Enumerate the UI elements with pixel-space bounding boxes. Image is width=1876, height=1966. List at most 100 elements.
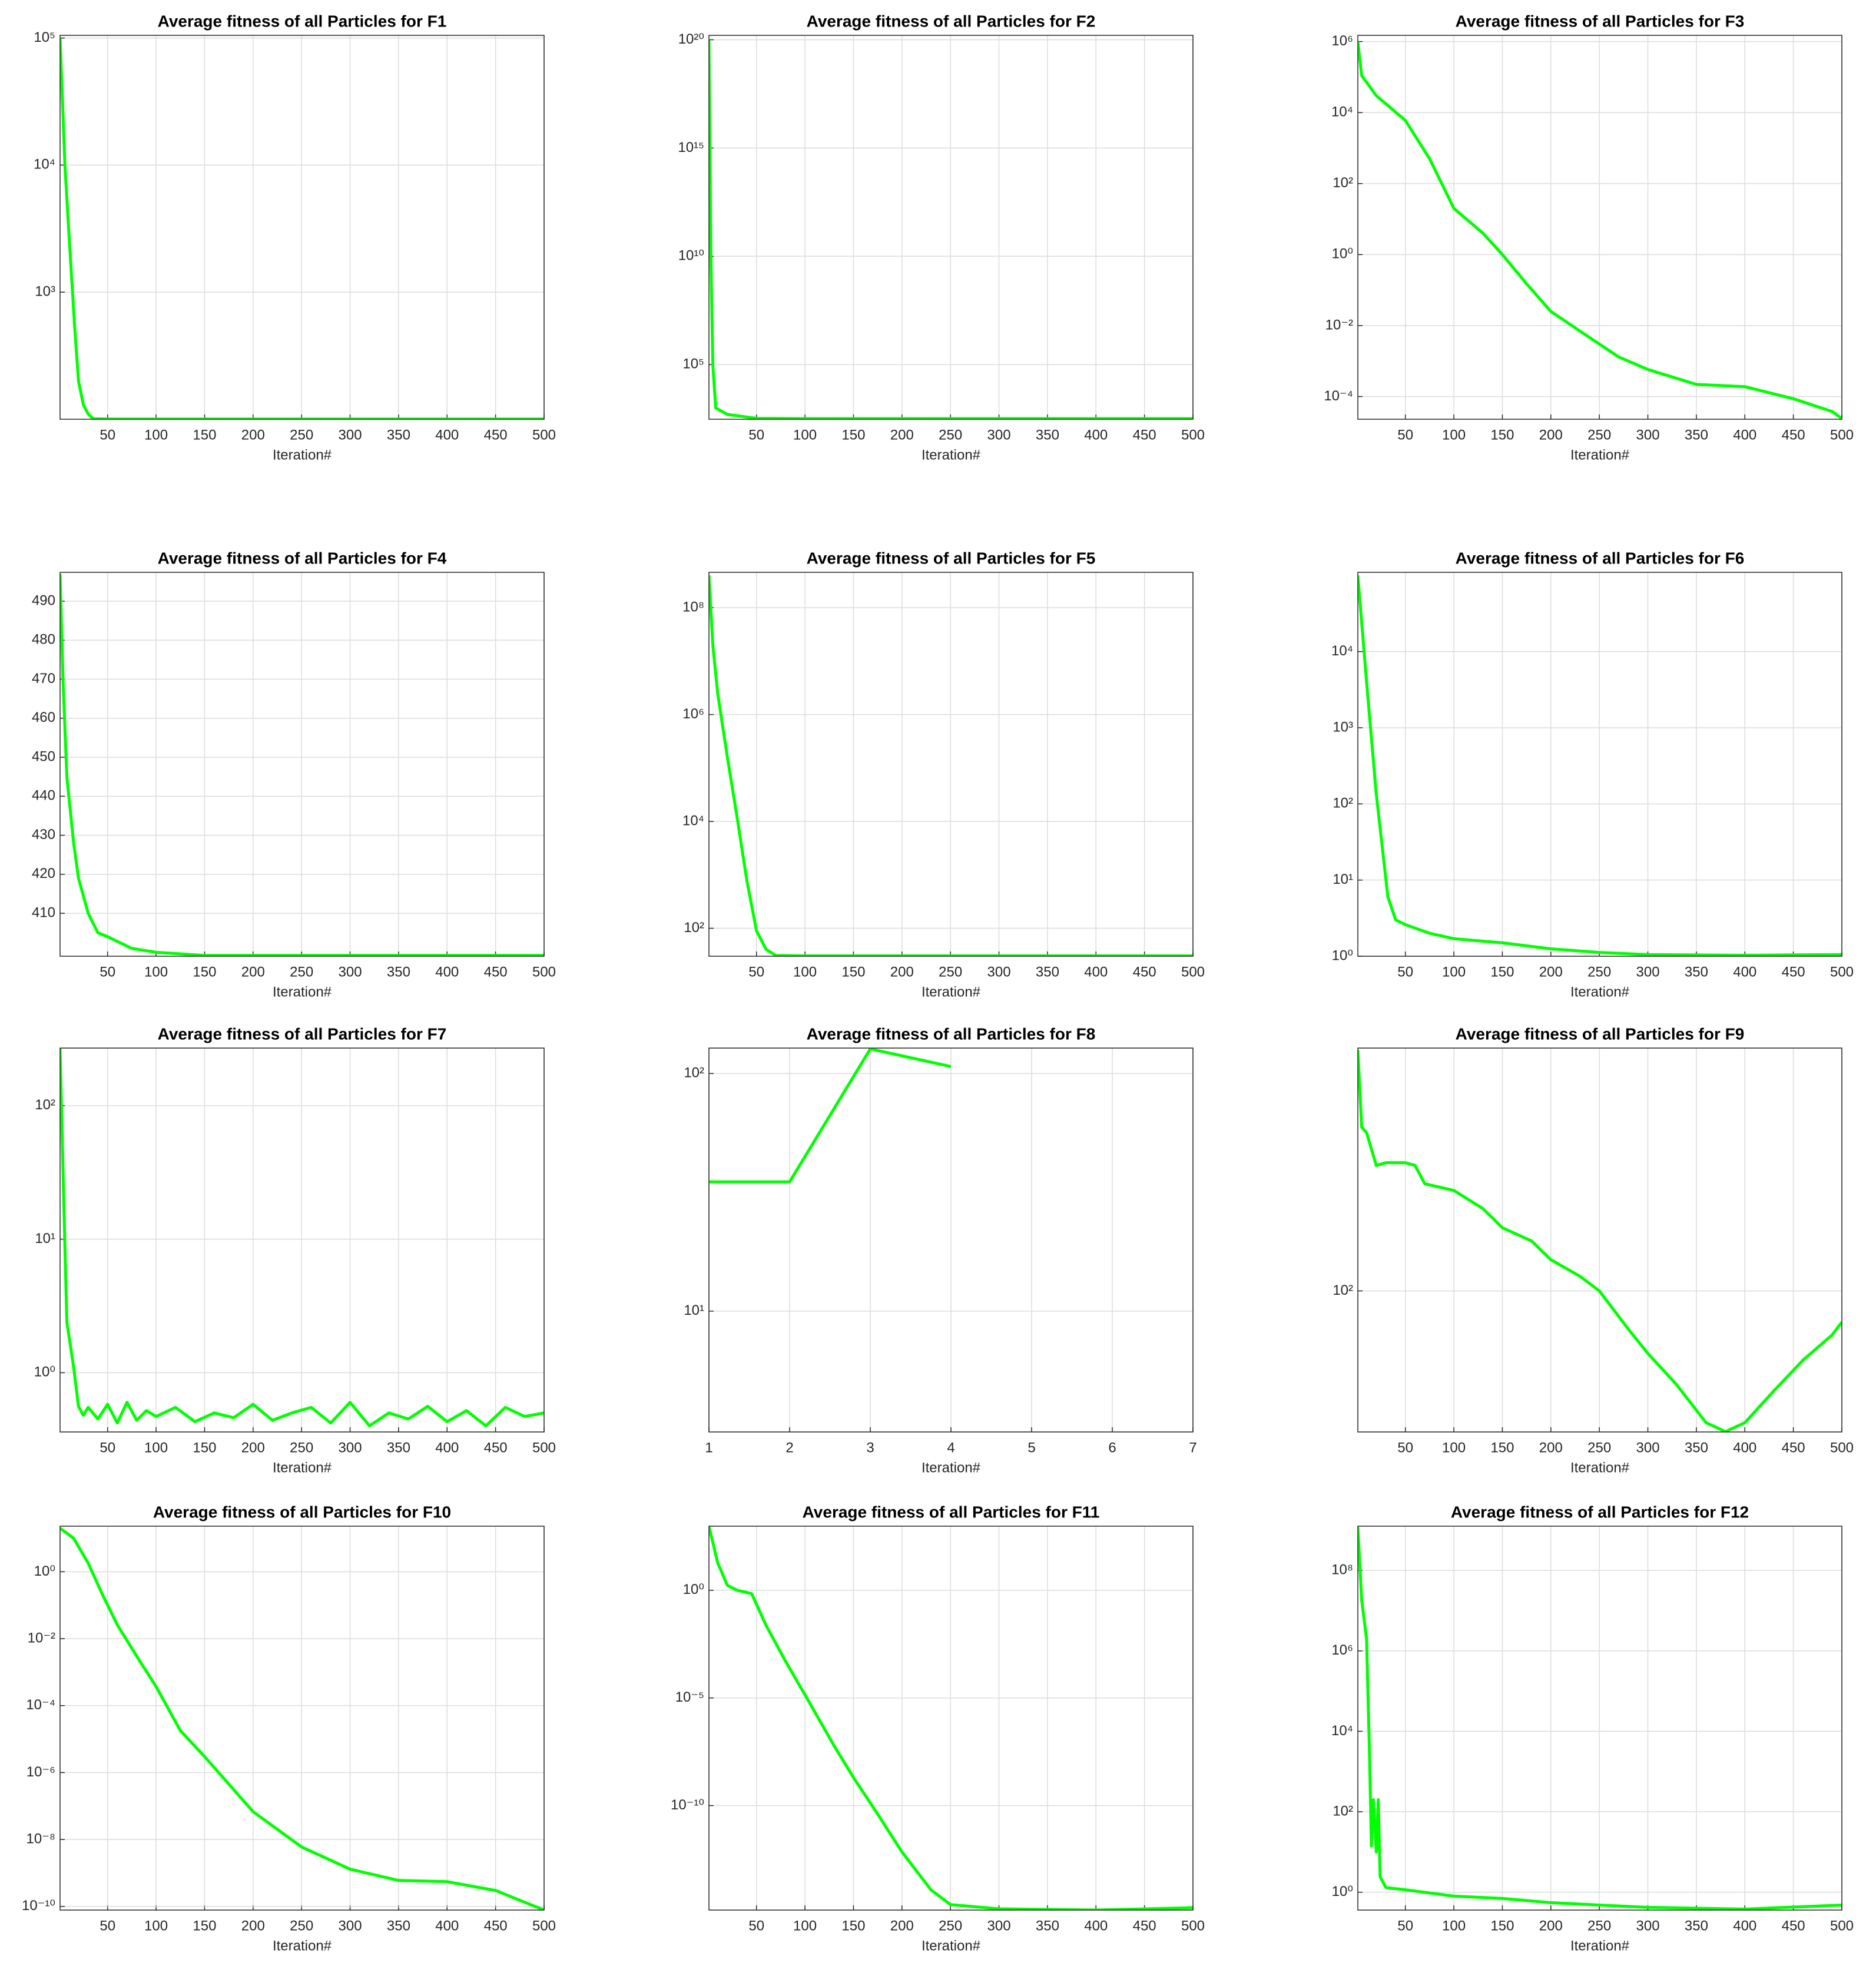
x-tick-label: 450	[484, 964, 508, 980]
y-tick-label: 10⁴	[1331, 104, 1353, 120]
y-tick-label: 10²	[684, 1065, 704, 1081]
x-tick-label: 500	[1830, 1440, 1854, 1456]
chart-panel: 50 100 150 200 250 300 350 400 450 500 10³ 10⁴ 10⁵ Av…	[34, 12, 556, 463]
x-axis-label: Iteration#	[1570, 1938, 1630, 1954]
x-tick-label: 50	[748, 427, 764, 443]
x-tick-label: 200	[890, 427, 914, 443]
x-tick-label: 150	[1490, 964, 1514, 980]
y-tick-label: 10⁴	[34, 157, 55, 173]
chart-panel: 1 2 3 4 5 6 7 10¹ 10² Average fitness of all Part…	[684, 1025, 1196, 1476]
x-tick-label: 350	[1685, 427, 1708, 443]
x-axis-label: Iteration#	[273, 1460, 332, 1476]
x-tick-label: 250	[939, 427, 962, 443]
x-tick-label: 400	[1733, 964, 1756, 980]
x-tick-label: 450	[1782, 1918, 1805, 1934]
y-tick-label: 10³	[35, 284, 55, 300]
x-tick-label: 400	[435, 1440, 459, 1456]
x-tick-label: 100	[1442, 1440, 1466, 1456]
x-tick-label: 500	[532, 1918, 556, 1934]
x-tick-label: 350	[387, 1918, 410, 1934]
y-tick-label: 10¹⁰	[678, 248, 704, 264]
chart-title: Average fitness of all Particles for F2	[807, 12, 1096, 30]
x-tick-label: 300	[987, 427, 1011, 443]
x-tick-label: 100	[1442, 1918, 1466, 1934]
chart-panel: 50 100 150 200 250 300 350 400 450 500 10⁰ 10¹ 10² Av…	[34, 1025, 556, 1476]
y-tick-label: 10²	[1333, 795, 1353, 811]
y-tick-label: 10⁰	[34, 1364, 55, 1380]
x-tick-label: 500	[1181, 964, 1205, 980]
x-tick-label: 200	[890, 1918, 914, 1934]
y-tick-label: 10⁸	[1331, 1562, 1353, 1578]
y-tick-label: 10¹	[1333, 871, 1353, 887]
x-tick-label: 400	[1733, 1440, 1756, 1456]
y-tick-label: 470	[32, 671, 55, 687]
x-tick-label: 500	[1181, 427, 1205, 443]
y-tick-label: 10⁻⁴	[1324, 388, 1353, 404]
x-tick-label: 50	[748, 964, 764, 980]
plot-area	[1358, 1526, 1842, 1910]
x-tick-label: 350	[1036, 964, 1059, 980]
x-tick-label: 150	[193, 1918, 216, 1934]
x-tick-label: 500	[532, 427, 556, 443]
y-tick-label: 10⁵	[34, 29, 55, 45]
y-tick-label: 10⁰	[34, 1563, 55, 1579]
x-tick-label: 400	[435, 964, 459, 980]
x-tick-label: 500	[532, 1440, 556, 1456]
y-tick-label: 10⁴	[1331, 643, 1353, 659]
data-line	[709, 39, 1193, 419]
x-tick-label: 350	[387, 1440, 410, 1456]
x-tick-label: 250	[1587, 964, 1611, 980]
data-line	[1358, 41, 1842, 419]
x-tick-label: 450	[484, 1440, 508, 1456]
x-tick-label: 450	[1133, 964, 1156, 980]
x-tick-label: 50	[100, 1918, 115, 1934]
x-tick-label: 50	[1397, 427, 1413, 443]
x-tick-label: 300	[1636, 1440, 1660, 1456]
y-tick-label: 480	[32, 632, 55, 648]
x-tick-label: 6	[1108, 1440, 1116, 1456]
x-tick-label: 250	[290, 1440, 313, 1456]
x-tick-label: 500	[1830, 427, 1854, 443]
x-tick-label: 100	[144, 1918, 168, 1934]
y-tick-label: 10¹	[35, 1231, 55, 1246]
y-tick-label: 10⁻⁴	[26, 1697, 55, 1713]
x-tick-label: 150	[1490, 427, 1514, 443]
y-tick-label: 10⁴	[682, 813, 704, 828]
chart-panel: 50 100 150 200 250 300 350 400 450 500 10⁰ 10² 10⁴ 10…	[1331, 1503, 1854, 1954]
x-tick-label: 350	[1685, 964, 1708, 980]
axes-box	[59, 35, 545, 420]
x-tick-label: 350	[1685, 1440, 1708, 1456]
y-tick-label: 10⁶	[1331, 33, 1353, 49]
y-tick-label: 10⁵	[682, 356, 704, 372]
x-tick-label: 500	[1181, 1918, 1205, 1934]
x-axis-label: Iteration#	[922, 447, 981, 463]
x-axis-label: Iteration#	[1570, 1460, 1630, 1476]
plot-area	[709, 1526, 1193, 1910]
x-tick-label: 450	[484, 1918, 508, 1934]
y-tick-label: 10⁻²	[28, 1630, 55, 1646]
y-tick-label: 10¹⁵	[678, 140, 704, 155]
chart-title: Average fitness of all Particles for F1	[158, 12, 447, 30]
x-tick-label: 200	[1539, 1918, 1563, 1934]
x-tick-label: 100	[144, 427, 168, 443]
y-tick-label: 10⁰	[683, 1582, 704, 1597]
y-tick-label: 10⁻⁵	[675, 1689, 704, 1705]
x-tick-label: 2	[785, 1440, 793, 1456]
axes-box	[708, 572, 1194, 957]
x-tick-label: 50	[1397, 1918, 1413, 1934]
y-tick-label: 10²	[35, 1097, 55, 1113]
chart-panel: 50 100 150 200 250 300 350 400 450 500 10⁻¹⁰ 10⁻⁸ 10…	[22, 1503, 556, 1954]
x-tick-label: 200	[890, 964, 914, 980]
x-tick-label: 450	[1782, 427, 1805, 443]
y-tick-label: 460	[32, 710, 55, 725]
x-tick-label: 350	[387, 964, 410, 980]
plot-area	[1358, 35, 1842, 419]
x-axis-label: Iteration#	[1570, 447, 1630, 463]
x-tick-label: 150	[193, 1440, 216, 1456]
y-tick-label: 450	[32, 748, 55, 764]
y-tick-label: 10⁶	[1331, 1642, 1353, 1658]
data-line	[1358, 1527, 1842, 1910]
axes-box	[59, 1047, 545, 1433]
data-line	[1358, 575, 1842, 956]
x-tick-label: 50	[100, 1440, 115, 1456]
